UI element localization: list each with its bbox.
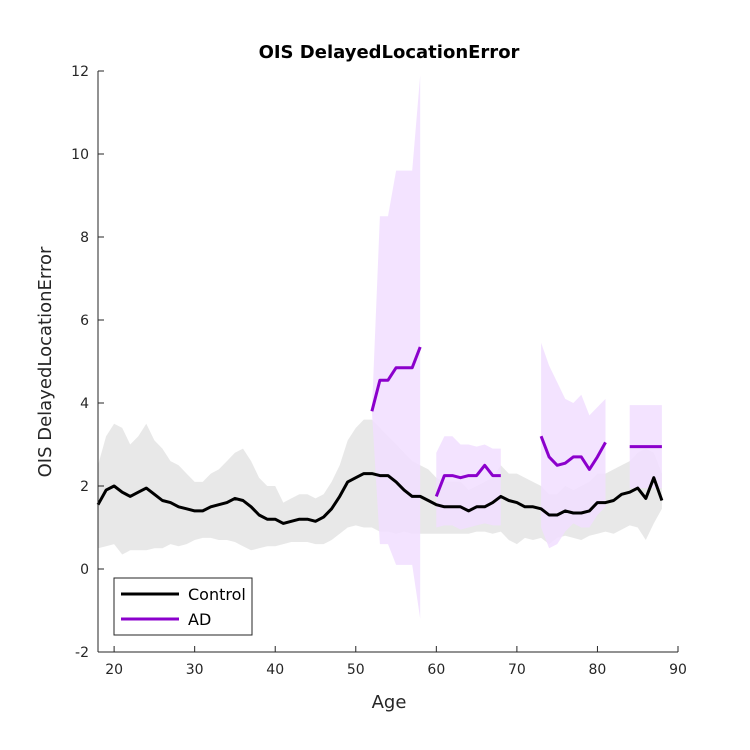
legend: Control AD: [113, 577, 253, 636]
x-tick-label: 90: [669, 662, 687, 678]
y-tick-label: 2: [80, 479, 89, 495]
y-tick-label: 12: [71, 64, 89, 80]
y-tick-label: 0: [80, 562, 89, 578]
x-tick-label: 50: [347, 662, 365, 678]
y-tick-label: 6: [80, 313, 89, 329]
chart-title: OIS DelayedLocationError: [259, 42, 520, 63]
legend-box: [113, 577, 253, 636]
ad-line-2: [539, 435, 607, 471]
x-tick-label: 40: [266, 662, 284, 678]
ad-band-1: [436, 436, 501, 530]
ad-line-0: [370, 346, 422, 412]
x-tick-label: 80: [589, 662, 607, 678]
x-tick-label: 20: [105, 662, 123, 678]
legend-label-ad: AD: [188, 610, 211, 629]
axes: [97, 70, 679, 653]
legend-label-control: Control: [188, 585, 246, 604]
y-tick-label: 10: [71, 147, 89, 163]
y-tick-label: 4: [80, 396, 89, 412]
series-lines: [96, 346, 664, 525]
y-tick-label: -2: [75, 645, 89, 661]
x-tick-label: 30: [186, 662, 204, 678]
ad-band-2: [541, 342, 606, 549]
x-tick-label: 70: [508, 662, 526, 678]
x-tick-labels: 20 30 40 50 60 70 80 90: [105, 662, 687, 678]
confidence-bands: [98, 75, 662, 619]
y-tick-labels: -2 0 2 4 6 8 10 12: [71, 64, 89, 661]
y-axis-label: OIS DelayedLocationError: [35, 246, 56, 477]
ad-line-1: [434, 463, 501, 497]
x-axis-label: Age: [372, 692, 407, 713]
y-tick-label: 8: [80, 230, 89, 246]
ad-band-0: [371, 75, 421, 619]
control-line-0: [96, 472, 664, 525]
x-tick-label: 60: [427, 662, 445, 678]
